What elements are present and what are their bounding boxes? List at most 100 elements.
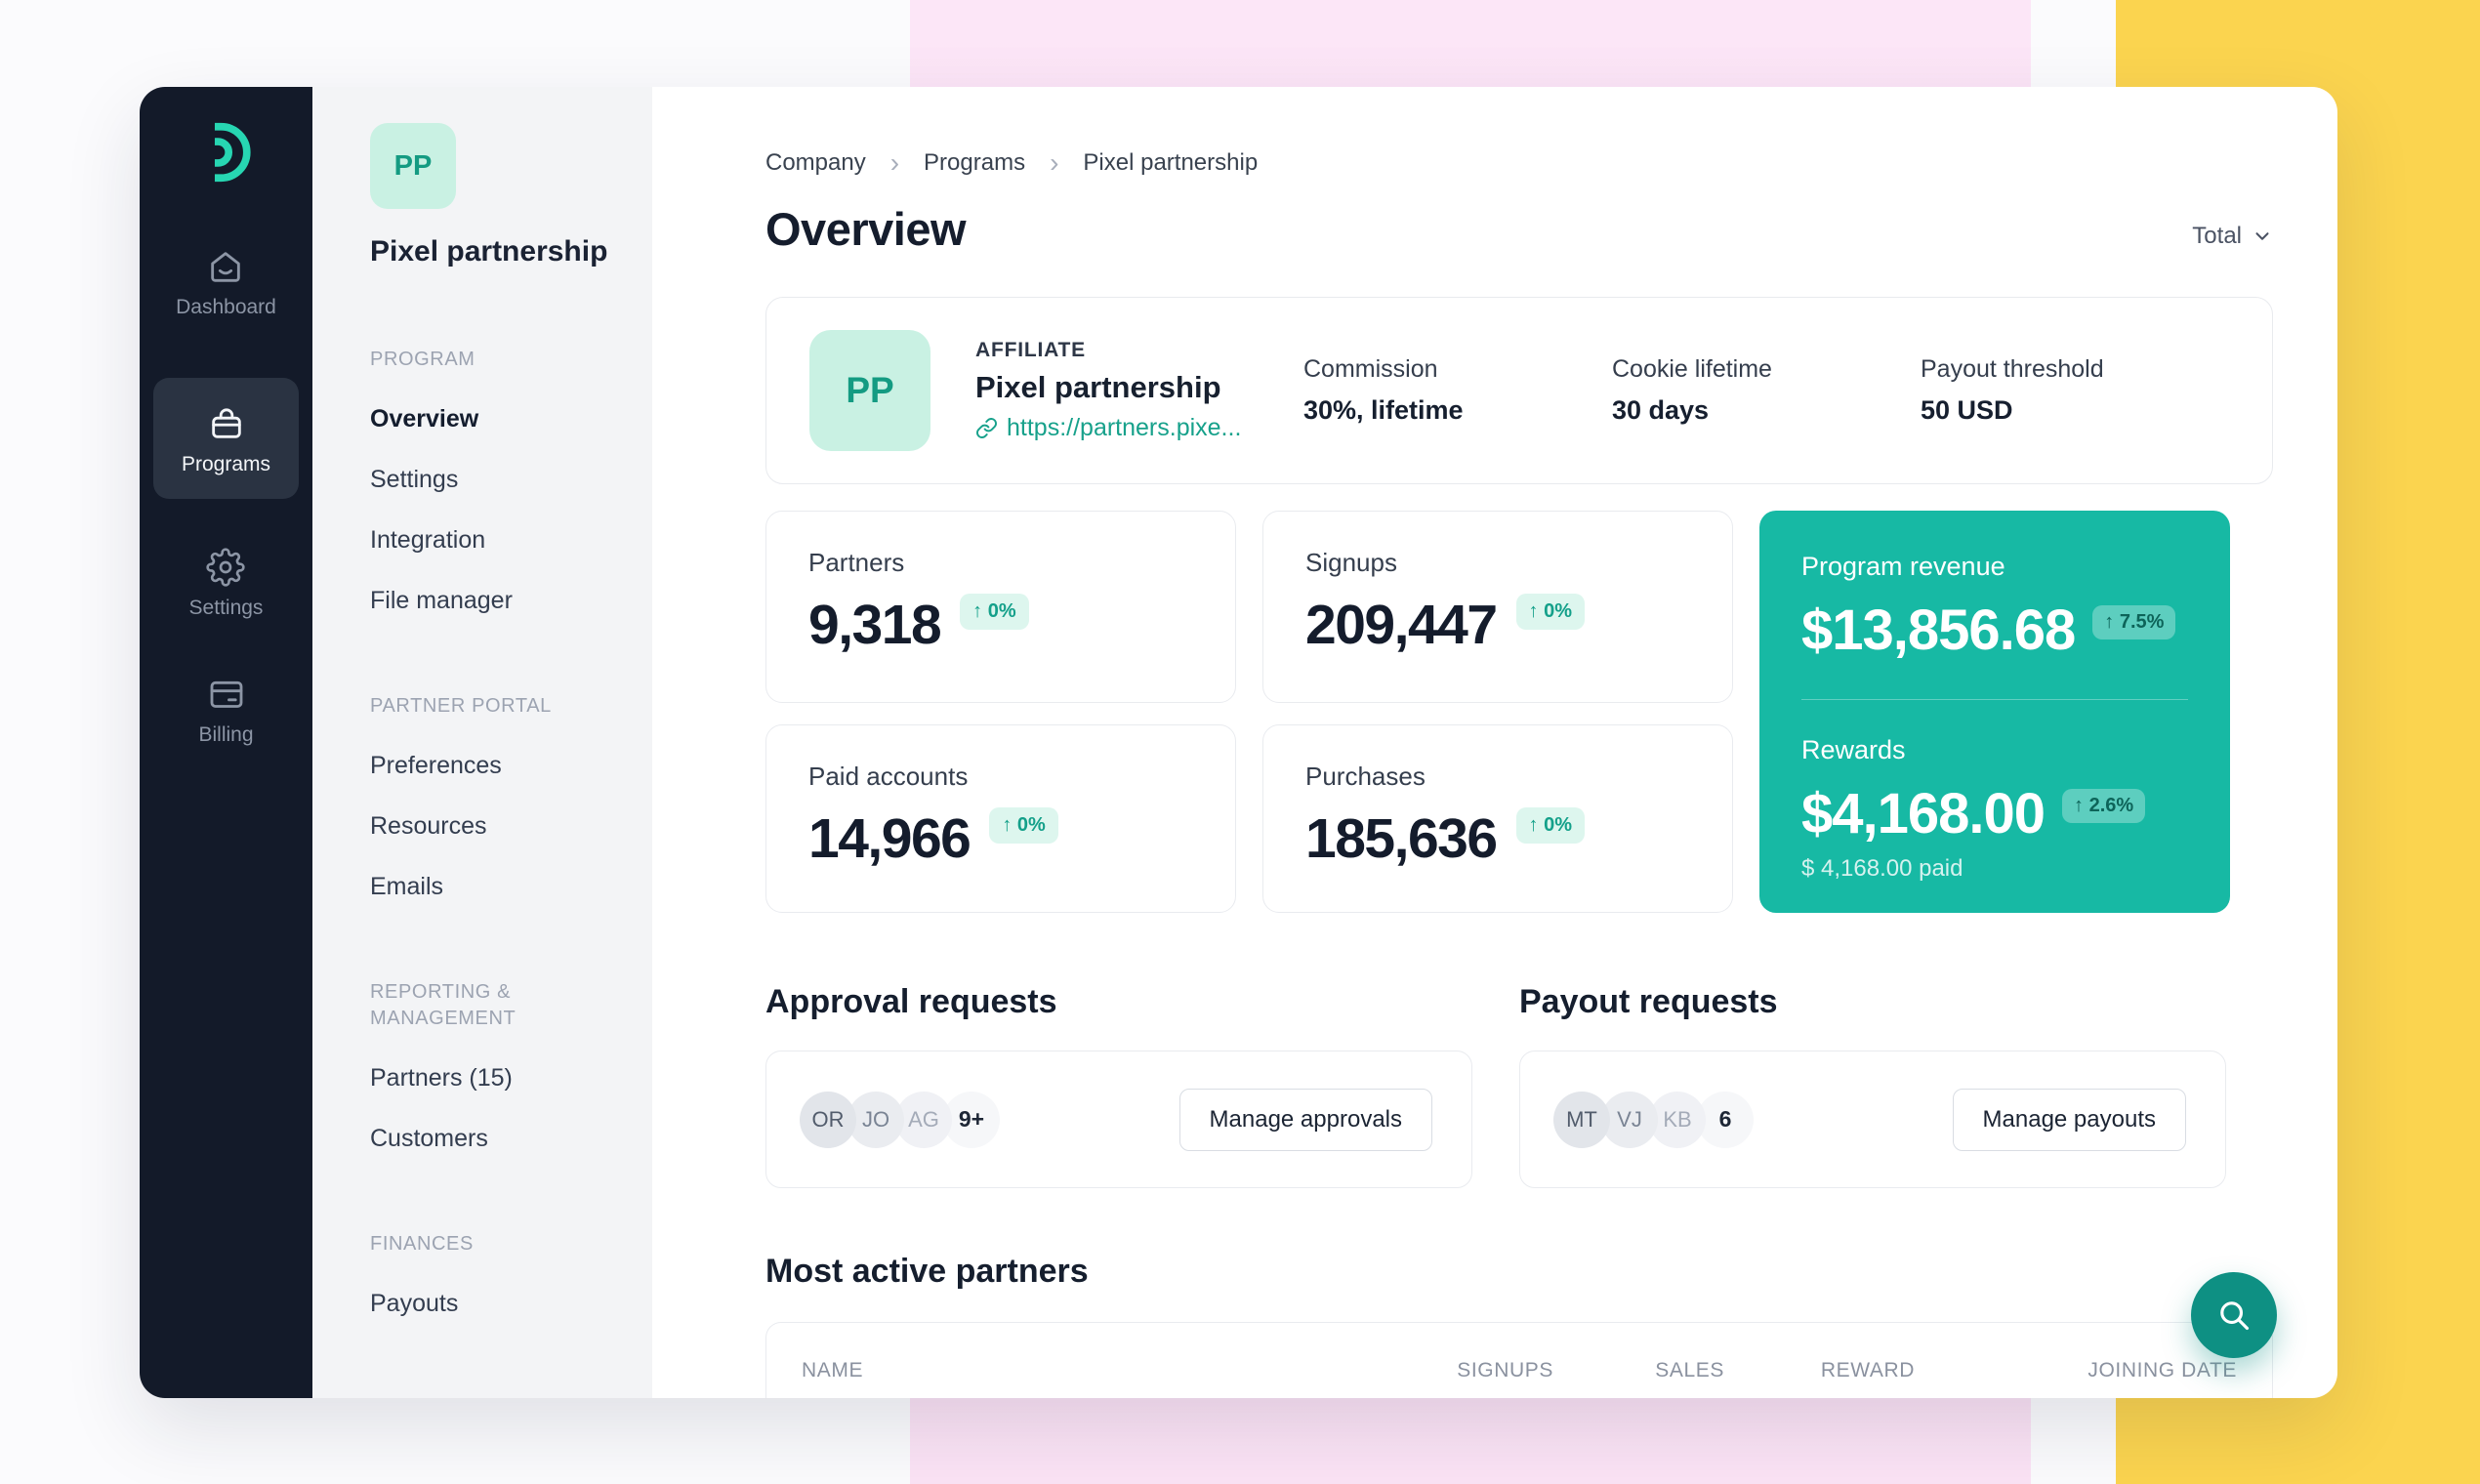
table-header-row: NAME SIGNUPS SALES REWARD JOINING DATE: [766, 1323, 2272, 1398]
nav-section-program: PROGRAM Overview Settings Integration Fi…: [370, 347, 633, 615]
sidebar-item-billing[interactable]: Billing: [198, 675, 254, 747]
sidebar-item-partners[interactable]: Partners (15): [370, 1064, 513, 1092]
rewards-delta-badge: ↑ 2.6%: [2062, 789, 2146, 823]
main-content: Company › Programs › Pixel partnership O…: [652, 87, 2337, 1398]
payout-requests-title: Payout requests: [1519, 983, 1778, 1020]
payout-requests-card: MT VJ KB 6 Manage payouts: [1519, 1051, 2226, 1188]
sidebar-item-emails[interactable]: Emails: [370, 873, 444, 900]
stat-delta-badge: ↑ 0%: [960, 594, 1029, 630]
avatar: AG: [895, 1091, 952, 1148]
avatar: KB: [1649, 1091, 1706, 1148]
sidebar-item-integration[interactable]: Integration: [370, 526, 486, 554]
breadcrumb: Company › Programs › Pixel partnership: [765, 149, 2273, 177]
brand-logo-icon: [192, 118, 261, 191]
program-field-payout-threshold: Payout threshold 50 USD: [1921, 355, 2229, 426]
program-card-avatar-initials: PP: [846, 370, 894, 410]
program-avatar-initials: PP: [393, 149, 433, 182]
nav-section-title: PROGRAM: [370, 349, 475, 370]
sidebar-item-dashboard[interactable]: Dashboard: [176, 247, 276, 319]
field-value: 50 USD: [1921, 395, 2013, 425]
rewards-paid-note: $ 4,168.00 paid: [1801, 855, 1963, 882]
app-window: Dashboard Programs Settings: [140, 87, 2337, 1398]
stat-value: 9,318: [808, 594, 942, 656]
breadcrumb-programs[interactable]: Programs: [924, 149, 1026, 176]
sidebar-item-settings[interactable]: Settings: [189, 548, 263, 620]
rewards-label: Rewards: [1801, 735, 1906, 764]
avatar: MT: [1553, 1091, 1610, 1148]
page-title: Overview: [765, 203, 967, 255]
field-value: 30%, lifetime: [1303, 395, 1464, 425]
breadcrumb-separator: ›: [889, 147, 900, 178]
program-name: Pixel partnership: [370, 235, 608, 268]
sidebar-item-file-manager[interactable]: File manager: [370, 587, 513, 614]
stat-card-partners: Partners 9,318 ↑ 0%: [765, 511, 1236, 703]
most-active-partners-table: NAME SIGNUPS SALES REWARD JOINING DATE: [765, 1322, 2273, 1398]
stats-grid: Partners 9,318 ↑ 0% Signups 209,447 ↑ 0%…: [765, 511, 2273, 913]
column-header-reward: REWARD: [1820, 1359, 1915, 1381]
nav-section-reporting: REPORTING & MANAGEMENT Partners (15) Cus…: [370, 979, 633, 1153]
revenue-label: Program revenue: [1801, 552, 2005, 581]
avatar: OR: [800, 1091, 856, 1148]
column-header-sales: SALES: [1655, 1359, 1724, 1381]
program-card-name: Pixel partnership: [975, 370, 1221, 404]
breadcrumb-separator: ›: [1050, 147, 1059, 178]
search-fab-button[interactable]: [2191, 1272, 2277, 1358]
program-portal-link[interactable]: https://partners.pixe...: [975, 414, 1303, 442]
nav-section-finances: FINANCES Payouts: [370, 1231, 633, 1318]
sidebar-item-payouts[interactable]: Payouts: [370, 1290, 459, 1317]
nav-section-partner-portal: PARTNER PORTAL Preferences Resources Ema…: [370, 693, 633, 901]
approval-requests-title: Approval requests: [765, 983, 1057, 1020]
program-sidebar: PP Pixel partnership PROGRAM Overview Se…: [312, 87, 652, 1398]
avatar: VJ: [1601, 1091, 1658, 1148]
program-info-card: PP AFFILIATE Pixel partnership https://p…: [765, 297, 2273, 484]
gear-icon: [206, 548, 246, 587]
most-active-partners-title: Most active partners: [765, 1253, 1089, 1290]
approval-requests-card: OR JO AG 9+ Manage approvals: [765, 1051, 1472, 1188]
program-portal-url: https://partners.pixe...: [1007, 414, 1242, 441]
credit-card-icon: [210, 680, 242, 708]
stat-delta-badge: ↑ 0%: [989, 807, 1058, 844]
breadcrumb-company[interactable]: Company: [765, 149, 866, 176]
manage-payouts-button[interactable]: Manage payouts: [1952, 1088, 2186, 1151]
program-field-commission: Commission 30%, lifetime: [1303, 355, 1612, 426]
program-card-avatar: PP: [809, 330, 930, 451]
search-icon: [2220, 1301, 2250, 1331]
column-header-signups: SIGNUPS: [1457, 1359, 1553, 1381]
sidebar-item-overview[interactable]: Overview: [370, 405, 479, 433]
sidebar-item-label: Dashboard: [176, 296, 276, 318]
stat-delta-badge: ↑ 0%: [1515, 594, 1586, 630]
stat-label: Signups: [1305, 548, 1397, 577]
stat-label: Purchases: [1305, 762, 1426, 791]
stat-value: 209,447: [1305, 594, 1498, 656]
field-label: Cookie lifetime: [1612, 355, 1772, 383]
sidebar-item-resources[interactable]: Resources: [370, 812, 487, 840]
link-icon: [976, 418, 997, 438]
sidebar-item-customers[interactable]: Customers: [370, 1125, 488, 1152]
rewards-value: $4,168.00: [1801, 782, 2046, 845]
column-header-joining-date: JOINING DATE: [2087, 1359, 2237, 1381]
programs-box-icon: [211, 408, 241, 438]
stat-value: 14,966: [808, 807, 971, 870]
sidebar-item-label: Programs: [181, 453, 271, 475]
sidebar-item-program-settings[interactable]: Settings: [370, 466, 459, 493]
range-selector-value: Total: [2192, 223, 2242, 249]
nav-section-title: REPORTING & MANAGEMENT: [370, 981, 517, 1029]
program-avatar: PP: [370, 123, 456, 209]
sidebar-item-label: Billing: [198, 723, 254, 746]
avatar: JO: [847, 1091, 904, 1148]
column-header-name: NAME: [802, 1359, 864, 1381]
sidebar-item-preferences[interactable]: Preferences: [370, 752, 502, 779]
chevron-down-icon: [2255, 232, 2269, 240]
home-icon: [211, 252, 241, 282]
payout-avatars-group: MT VJ KB 6: [1553, 1091, 1754, 1148]
manage-approvals-button[interactable]: Manage approvals: [1178, 1088, 1432, 1151]
stat-delta-badge: ↑ 0%: [1515, 807, 1586, 844]
program-type-label: AFFILIATE: [975, 339, 1086, 361]
range-selector[interactable]: Total: [2192, 223, 2273, 256]
stat-label: Partners: [808, 548, 905, 577]
revenue-value: $13,856.68: [1801, 598, 2076, 662]
sidebar-item-programs[interactable]: Programs: [153, 378, 299, 499]
avatar-overflow-count: 9+: [943, 1091, 1000, 1148]
field-label: Commission: [1303, 355, 1438, 383]
